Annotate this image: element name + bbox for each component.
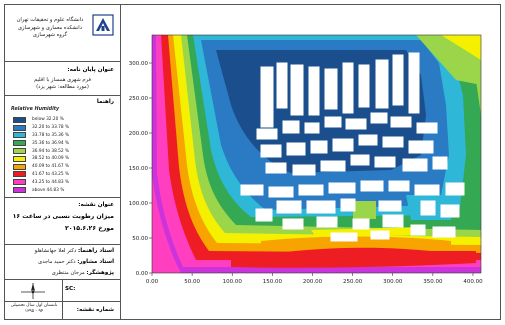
faculty-name: دانشکده معماری و شهرسازی: [17, 24, 83, 31]
x-tick-label: 150.00: [263, 279, 283, 285]
map-title-heading: عنوان نقشه:: [78, 202, 114, 208]
y-tick-label: 300.00: [129, 61, 149, 67]
legend-item: 36.94 to 38.52 %: [13, 147, 69, 155]
y-tick-label: 250.00: [129, 96, 149, 102]
legend-swatch: [13, 140, 26, 147]
map-title-line1: میزان رطوبت نسبی در ساعت ۱۶: [12, 213, 114, 220]
legend-item: 35.36 to 36.94 %: [13, 139, 69, 147]
legend-label: above 44.83 %: [32, 187, 65, 193]
legend-label: below 32.20 %: [32, 117, 64, 123]
north-arrow-icon: [13, 282, 53, 300]
legend-label: 40.09 to 41.67 %: [32, 164, 70, 170]
y-tick-label: 150.00: [129, 166, 149, 172]
legend-swatch: [13, 163, 26, 170]
term-line1: تابستان اول سال تحصیلی: [10, 303, 58, 308]
x-axis: 0.00 50.00 100.00 150.00 200.00 250.00 300.00 3…: [146, 273, 483, 285]
x-tick-label: 0.00: [146, 279, 159, 285]
legend-swatch: [13, 124, 26, 131]
sheet-number-label: شماره نقشه:: [76, 307, 114, 313]
researcher-name: مرجان منتظری: [51, 270, 85, 276]
legend-item: 43.25 to 44.83 %: [13, 178, 69, 186]
y-tick-label: 100.00: [129, 201, 149, 207]
legend-label: 43.25 to 44.83 %: [32, 179, 70, 185]
y-tick-label: 200.00: [129, 131, 149, 137]
legend-label: 33.78 to 35.36 %: [32, 132, 70, 138]
legend-swatch: [13, 187, 26, 194]
university-name: دانشگاه علوم و تحقیقات تهران: [16, 17, 84, 23]
legend-label: 41.67 to 43.25 %: [32, 171, 70, 177]
legend-item: 32.20 to 33.78 %: [13, 124, 69, 132]
legend-item: below 32.20 %: [13, 116, 69, 124]
north-scale-block: SC:: [5, 280, 120, 302]
map-title-line2: مورخ ۲۰۱۵.۶.۲۶: [64, 225, 114, 232]
x-tick-label: 50.00: [184, 279, 200, 285]
legend-title: Relative Humidity: [11, 107, 60, 112]
scale-label: SC:: [65, 286, 76, 292]
legend-block: راهنما Relative Humidity below 32.20 % 32…: [5, 96, 120, 198]
legend-swatch: [13, 132, 26, 139]
legend-label: 38.52 to 40.09 %: [32, 156, 70, 162]
y-tick-label: 50.00: [132, 236, 148, 242]
thesis-heading: عنوان پایان نامه:: [67, 67, 114, 73]
building-footprints: [240, 52, 465, 242]
x-tick-label: 100.00: [223, 279, 243, 285]
legend-list: below 32.20 % 32.20 to 33.78 % 33.78 to 35…: [13, 116, 69, 194]
legend-label: 36.94 to 38.52 %: [32, 148, 70, 154]
legend-swatch: [13, 179, 26, 186]
legend-item: 40.09 to 41.67 %: [13, 163, 69, 171]
legend-label: 35.36 to 36.94 %: [32, 140, 70, 146]
legend-swatch: [13, 148, 26, 155]
map-title-block: عنوان نقشه: میزان رطوبت نسبی در ساعت ۱۶ …: [5, 198, 120, 245]
university-logo: [92, 14, 114, 36]
term-block: تابستان اول سال تحصیلی ۹۴ - ۱۳۹۵ شماره ن…: [5, 302, 120, 319]
title-block: دانشگاه علوم و تحقیقات تهران دانشکده معم…: [5, 5, 121, 319]
legend-swatch: [13, 116, 26, 123]
term-line2: ۹۴ - ۱۳۹۵: [24, 309, 44, 314]
x-tick-label: 350.00: [423, 279, 443, 285]
thesis-block: عنوان پایان نامه: فرم شهری همساز با اقلی…: [5, 62, 120, 96]
legend-heading: راهنما: [96, 99, 114, 105]
legend-item: above 44.83 %: [13, 186, 69, 194]
x-tick-label: 200.00: [303, 279, 323, 285]
x-tick-label: 250.00: [343, 279, 363, 285]
advisor-label: استاد مشاور:: [77, 259, 114, 265]
advisors-block: استاد راهنما: دکتر لعلا جهانشاهلو استاد …: [5, 245, 120, 280]
plot-frame: [151, 34, 482, 274]
legend-item: 38.52 to 40.09 %: [13, 155, 69, 163]
x-tick-label: 400.00: [463, 279, 483, 285]
x-tick-label: 300.00: [383, 279, 403, 285]
department-name: گروه شهرسازی: [32, 32, 68, 38]
legend-swatch: [13, 155, 26, 162]
thesis-title-line1: فرم شهری همساز با اقلیم: [34, 77, 91, 83]
supervisor-name: دکتر لعلا جهانشاهلو: [34, 248, 77, 254]
legend-swatch: [13, 171, 26, 178]
advisor-name: دکتر حمید ماجدی: [38, 259, 76, 265]
humidity-heatmap: 0.0050.00100.00150.00200.00250.00300.00 …: [129, 34, 483, 285]
thesis-title-line2: (مورد مطالعه: شهر یزد): [36, 84, 89, 90]
legend-item: 33.78 to 35.36 %: [13, 132, 69, 140]
y-tick-label: 0.00: [136, 271, 149, 277]
legend-item: 41.67 to 43.25 %: [13, 171, 69, 179]
humidity-map: 0.00 50.00 100.00 150.00 200.00 250.00 300.00 …: [121, 5, 500, 319]
researcher-label: پژوهشگر:: [86, 270, 114, 276]
university-header: دانشگاه علوم و تحقیقات تهران دانشکده معم…: [5, 5, 120, 62]
y-axis: 0.00 50.00 100.00 150.00 200.00 250.00 300.00: [129, 61, 152, 277]
supervisor-label: استاد راهنما:: [77, 248, 114, 254]
drawing-sheet: دانشگاه علوم و تحقیقات تهران دانشکده معم…: [4, 4, 501, 320]
legend-label: 32.20 to 33.78 %: [32, 125, 70, 131]
